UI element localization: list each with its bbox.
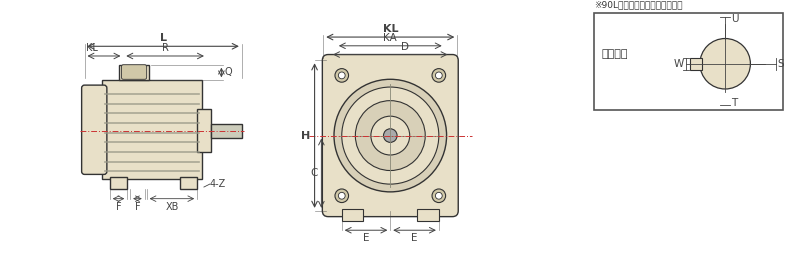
Circle shape <box>338 192 345 199</box>
Circle shape <box>432 189 446 202</box>
Bar <box>342 209 363 220</box>
Text: L: L <box>160 33 166 43</box>
Text: F: F <box>134 202 140 212</box>
Text: Q: Q <box>224 68 232 77</box>
Circle shape <box>355 101 426 170</box>
Circle shape <box>371 116 410 155</box>
Circle shape <box>334 79 446 192</box>
Text: XB: XB <box>166 202 178 212</box>
Text: F: F <box>116 202 122 212</box>
Circle shape <box>435 192 442 199</box>
Circle shape <box>338 72 345 79</box>
Text: ※90L框は吹り手なしになります: ※90L框は吹り手なしになります <box>594 1 682 9</box>
Bar <box>690 58 702 70</box>
Text: H: H <box>302 131 310 140</box>
Bar <box>594 13 783 110</box>
Circle shape <box>342 87 439 184</box>
Bar <box>110 177 127 189</box>
Text: C: C <box>310 168 318 178</box>
Circle shape <box>700 39 750 89</box>
FancyBboxPatch shape <box>322 55 458 217</box>
Text: E: E <box>362 233 370 243</box>
FancyBboxPatch shape <box>197 109 210 152</box>
Text: KA: KA <box>383 33 397 43</box>
Text: S: S <box>778 59 784 69</box>
Bar <box>119 65 149 80</box>
Circle shape <box>435 72 442 79</box>
Bar <box>210 124 242 137</box>
Text: R: R <box>162 43 169 53</box>
FancyBboxPatch shape <box>122 65 146 79</box>
Text: E: E <box>411 233 418 243</box>
Circle shape <box>383 129 397 142</box>
Text: T: T <box>731 98 738 108</box>
Bar <box>180 177 197 189</box>
FancyBboxPatch shape <box>82 85 107 174</box>
Text: D: D <box>401 42 409 52</box>
Circle shape <box>432 69 446 82</box>
Text: KL: KL <box>86 43 98 53</box>
Text: 4-Z: 4-Z <box>210 179 226 189</box>
Text: 軸端共通: 軸端共通 <box>602 49 628 59</box>
Text: U: U <box>731 14 738 24</box>
Text: W: W <box>673 59 683 69</box>
Bar <box>102 80 202 179</box>
Circle shape <box>335 189 349 202</box>
Text: KL: KL <box>382 24 398 34</box>
Circle shape <box>335 69 349 82</box>
Bar <box>418 209 439 220</box>
